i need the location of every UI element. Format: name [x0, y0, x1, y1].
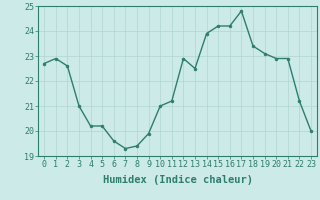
X-axis label: Humidex (Indice chaleur): Humidex (Indice chaleur) [103, 175, 252, 185]
